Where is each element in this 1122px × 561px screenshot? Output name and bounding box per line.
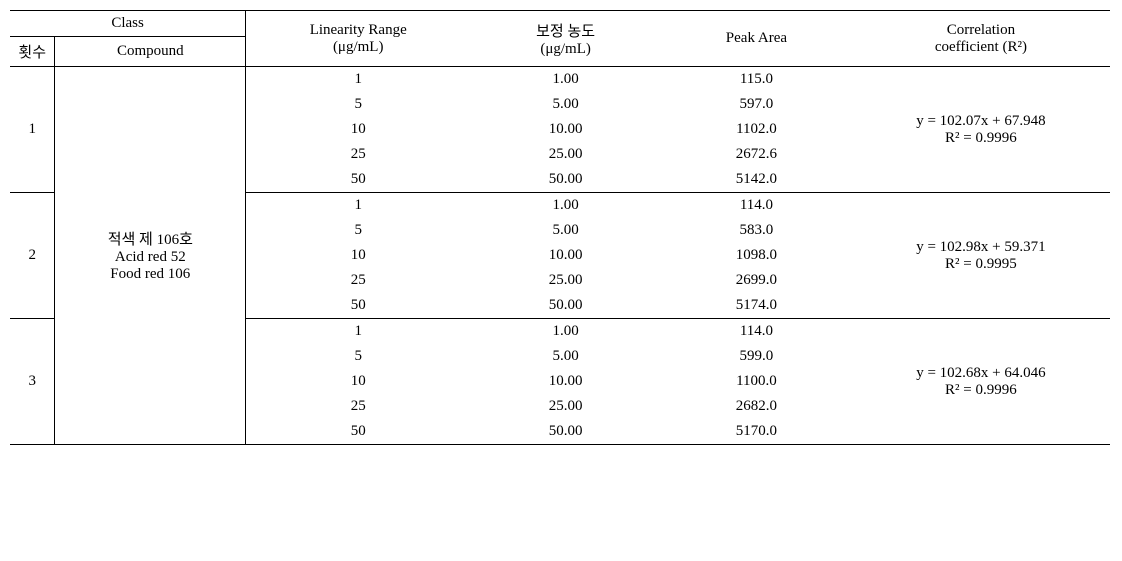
run3-eq-line1: y = 102.68x + 64.046	[858, 365, 1104, 382]
header-compound: Compound	[55, 37, 246, 67]
table-cell: 5142.0	[661, 167, 852, 193]
table-cell: 1	[246, 319, 470, 345]
table-cell: 1	[246, 193, 470, 219]
header-run: 횟수	[10, 37, 55, 67]
table-cell: 2672.6	[661, 142, 852, 167]
table-cell: 1100.0	[661, 369, 852, 394]
header-class: Class	[10, 11, 246, 37]
table-cell: 5170.0	[661, 419, 852, 445]
table-cell: 1.00	[470, 193, 661, 219]
table-cell: 25.00	[470, 142, 661, 167]
header-corrected-line1: 보정 농도	[476, 20, 655, 41]
table-cell: 1102.0	[661, 117, 852, 142]
header-corrected: 보정 농도 (μg/mL)	[470, 11, 661, 67]
table-cell: 115.0	[661, 67, 852, 93]
table-cell: 2699.0	[661, 268, 852, 293]
header-coef-line1: Correlation	[858, 22, 1104, 39]
table-cell: 5.00	[470, 344, 661, 369]
compound-cell: 적색 제 106호 Acid red 52 Food red 106	[55, 67, 246, 445]
table-cell: 25	[246, 142, 470, 167]
table-cell: 1098.0	[661, 243, 852, 268]
header-linearity: Linearity Range (μg/mL)	[246, 11, 470, 67]
header-linearity-line2: (μg/mL)	[252, 39, 464, 56]
compound-line3: Food red 106	[61, 266, 239, 283]
compound-line2: Acid red 52	[61, 249, 239, 266]
run2-eq-line2: R² = 0.9995	[858, 256, 1104, 273]
run3-equation: y = 102.68x + 64.046 R² = 0.9996	[852, 319, 1110, 445]
run3-num: 3	[10, 319, 55, 445]
table-cell: 583.0	[661, 218, 852, 243]
run1-equation: y = 102.07x + 67.948 R² = 0.9996	[852, 67, 1110, 193]
table-cell: 25	[246, 394, 470, 419]
run1-num: 1	[10, 67, 55, 193]
table-cell: 10.00	[470, 117, 661, 142]
table-cell: 25	[246, 268, 470, 293]
run3-eq-line2: R² = 0.9996	[858, 382, 1104, 399]
run1-eq-line2: R² = 0.9996	[858, 130, 1104, 147]
table-cell: 50.00	[470, 167, 661, 193]
linearity-table: Class Linearity Range (μg/mL) 보정 농도 (μg/…	[10, 10, 1110, 445]
table-cell: 1	[246, 67, 470, 93]
table-cell: 25.00	[470, 268, 661, 293]
table-cell: 50.00	[470, 419, 661, 445]
table-cell: 114.0	[661, 193, 852, 219]
table-cell: 50	[246, 419, 470, 445]
header-corrected-line2: (μg/mL)	[476, 41, 655, 58]
table-cell: 5174.0	[661, 293, 852, 319]
run2-num: 2	[10, 193, 55, 319]
header-coef-line2: coefficient (R²)	[858, 39, 1104, 56]
table-cell: 10	[246, 117, 470, 142]
header-linearity-line1: Linearity Range	[252, 22, 464, 39]
table-cell: 10	[246, 243, 470, 268]
table-cell: 5	[246, 344, 470, 369]
table-cell: 1.00	[470, 319, 661, 345]
header-peak: Peak Area	[661, 11, 852, 67]
compound-line1: 적색 제 106호	[61, 228, 239, 249]
table-cell: 597.0	[661, 92, 852, 117]
table-cell: 25.00	[470, 394, 661, 419]
table-cell: 50	[246, 167, 470, 193]
header-coef: Correlation coefficient (R²)	[852, 11, 1110, 67]
table-cell: 50.00	[470, 293, 661, 319]
table-cell: 1.00	[470, 67, 661, 93]
table-cell: 5	[246, 218, 470, 243]
table-cell: 5.00	[470, 92, 661, 117]
run2-eq-line1: y = 102.98x + 59.371	[858, 239, 1104, 256]
run2-equation: y = 102.98x + 59.371 R² = 0.9995	[852, 193, 1110, 319]
table-cell: 2682.0	[661, 394, 852, 419]
table-cell: 114.0	[661, 319, 852, 345]
table-cell: 50	[246, 293, 470, 319]
table-cell: 10.00	[470, 369, 661, 394]
run1-eq-line1: y = 102.07x + 67.948	[858, 113, 1104, 130]
table-cell: 5	[246, 92, 470, 117]
table-cell: 10	[246, 369, 470, 394]
table-cell: 10.00	[470, 243, 661, 268]
table-cell: 5.00	[470, 218, 661, 243]
table-cell: 599.0	[661, 344, 852, 369]
